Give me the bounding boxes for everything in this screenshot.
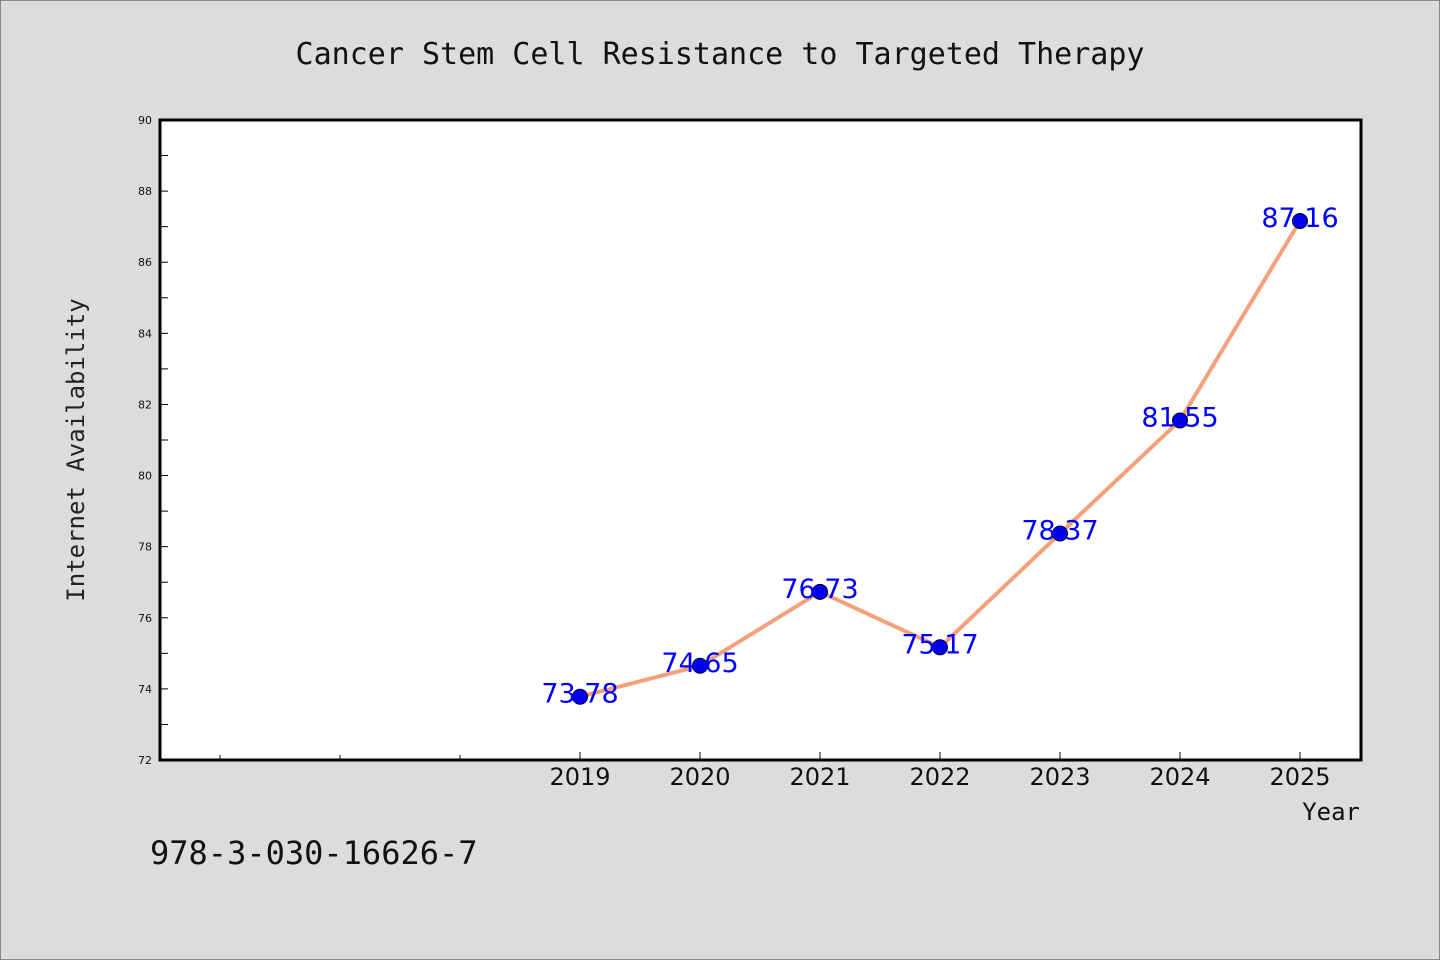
data-value-label: 74.65 [661, 648, 738, 679]
x-tick-label: 2020 [669, 763, 730, 791]
data-point-marker [1172, 412, 1188, 429]
y-tick-label: 74 [138, 683, 152, 696]
x-tick-label: 2021 [789, 763, 850, 791]
x-tick-label: 2025 [1269, 763, 1330, 791]
data-point-marker [572, 688, 588, 705]
y-tick-label: 82 [138, 398, 152, 411]
x-tick-label: 2019 [549, 763, 610, 791]
data-value-label: 81.55 [1141, 402, 1218, 433]
x-axis: 2019 2020 2021 2022 2023 2024 2025 [219, 752, 1331, 791]
y-tick-label: 84 [138, 327, 152, 340]
y-tick-label: 76 [138, 612, 152, 625]
y-tick-label: 86 [138, 256, 152, 269]
data-point-marker [932, 639, 948, 656]
y-tick-label: 72 [138, 754, 152, 767]
data-value-label: 73.78 [541, 679, 618, 710]
data-value-label: 76.73 [781, 574, 858, 605]
x-tick-label: 2023 [1029, 763, 1090, 791]
y-tick-label: 88 [138, 185, 152, 198]
data-value-label: 75.17 [901, 629, 978, 660]
plot-area [158, 118, 1363, 762]
y-tick-label: 90 [138, 114, 152, 127]
y-axis: 72 74 76 78 80 82 84 86 88 90 [138, 114, 168, 767]
data-value-label: 87.16 [1261, 203, 1338, 234]
data-point-marker [1052, 525, 1068, 542]
isbn-annotation: 978-3-030-16626-7 [150, 834, 478, 872]
x-tick-label: 2024 [1149, 763, 1210, 791]
y-tick-label: 80 [138, 470, 152, 483]
x-axis-label: Year [1302, 798, 1360, 826]
series-line-group: 73.78 74.65 76.73 75.17 78.37 81.55 87.16 [541, 203, 1338, 710]
x-tick-label: 2022 [909, 763, 970, 791]
data-point-marker [692, 657, 708, 674]
y-tick-label: 78 [138, 541, 152, 554]
y-axis-label: Internet Availability [62, 298, 90, 601]
chart-title: Cancer Stem Cell Resistance to Targeted … [296, 37, 1145, 72]
data-point-marker [812, 583, 828, 600]
data-value-label: 78.37 [1021, 516, 1098, 547]
data-point-marker [1292, 212, 1308, 229]
